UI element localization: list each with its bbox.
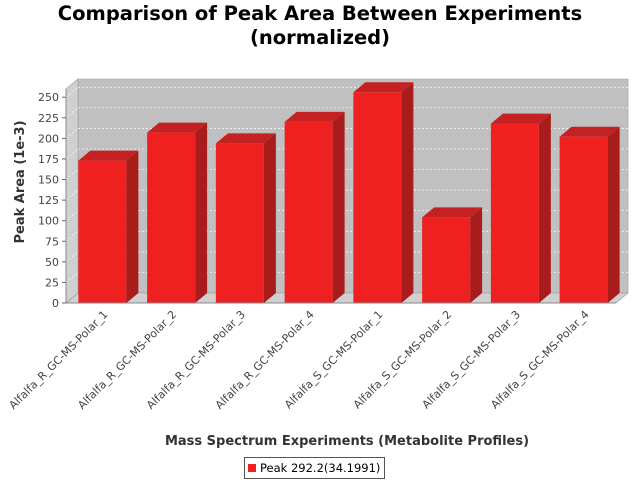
gridline (65, 231, 79, 242)
gridline (65, 251, 79, 263)
y-tick-label: 0 (52, 297, 59, 310)
y-tick-label: 25 (45, 276, 59, 289)
bar (353, 82, 414, 304)
y-tick-label: 175 (38, 153, 59, 166)
y-tick-label: 50 (45, 256, 59, 269)
bar (284, 111, 345, 303)
bar-front (559, 136, 608, 303)
gridline (65, 86, 79, 98)
bar-front (78, 160, 127, 303)
bar (215, 133, 276, 303)
y-tick-label: 100 (38, 215, 59, 228)
gridline (65, 148, 79, 160)
bar-side (332, 111, 345, 303)
y-axis-label: Peak Area (1e-3) (13, 120, 28, 243)
gridline (65, 128, 79, 139)
bar-side (126, 150, 139, 303)
gridlines (65, 86, 628, 283)
bars (78, 82, 620, 304)
bar-side (401, 82, 414, 304)
bar-top (215, 133, 276, 144)
legend-swatch (248, 464, 256, 472)
y-axis: 0 25 50 75 100 125 150 175 200 225 250 (38, 89, 67, 310)
y-tick-label: 125 (38, 194, 59, 207)
bar-top (78, 150, 139, 161)
bar-top (559, 126, 620, 137)
bar-front (422, 217, 471, 303)
chart-title-line-1: Comparison of Peak Area Between Experime… (57, 2, 583, 25)
plot-left-wall (65, 78, 79, 304)
gridline (65, 107, 79, 119)
bar-front (353, 92, 402, 304)
y-tick-label: 75 (45, 235, 59, 248)
bar-side (607, 126, 620, 303)
bar-front (147, 132, 196, 303)
y-tick-label: 250 (38, 91, 59, 104)
bar (559, 126, 620, 303)
x-axis: Alfalfa_R_GC-MS-Polar_1Alfalfa_R_GC-MS-P… (7, 302, 616, 412)
bar-front (284, 121, 333, 303)
y-tick-label: 225 (38, 112, 59, 125)
bar (78, 150, 139, 303)
bar-top (490, 113, 551, 124)
bar-side (263, 133, 276, 303)
bar-front (215, 143, 264, 303)
gridline (65, 210, 79, 221)
bar-side (470, 207, 483, 303)
legend: Peak 292.2(34.1991) (244, 457, 386, 479)
chart-title: Comparison of Peak Area Between Experime… (0, 2, 640, 50)
bar (490, 113, 551, 303)
gridline (65, 189, 79, 201)
gridline (65, 169, 79, 180)
chart-title-line-2: (normalized) (249, 26, 391, 49)
gridline (65, 272, 79, 283)
bar-top (353, 82, 414, 93)
bar-side (538, 113, 551, 303)
y-tick-label: 150 (38, 174, 59, 187)
x-axis-label: Mass Spectrum Experiments (Metabolite Pr… (165, 434, 529, 449)
legend-label: Peak 292.2(34.1991) (260, 461, 381, 475)
bar (422, 207, 483, 303)
y-tick-label: 200 (38, 132, 59, 145)
bar-top (422, 207, 483, 218)
bar-front (490, 123, 539, 303)
bar-side (195, 122, 208, 303)
bar (147, 122, 208, 303)
bar-top (284, 111, 345, 122)
bar-top (147, 122, 208, 133)
